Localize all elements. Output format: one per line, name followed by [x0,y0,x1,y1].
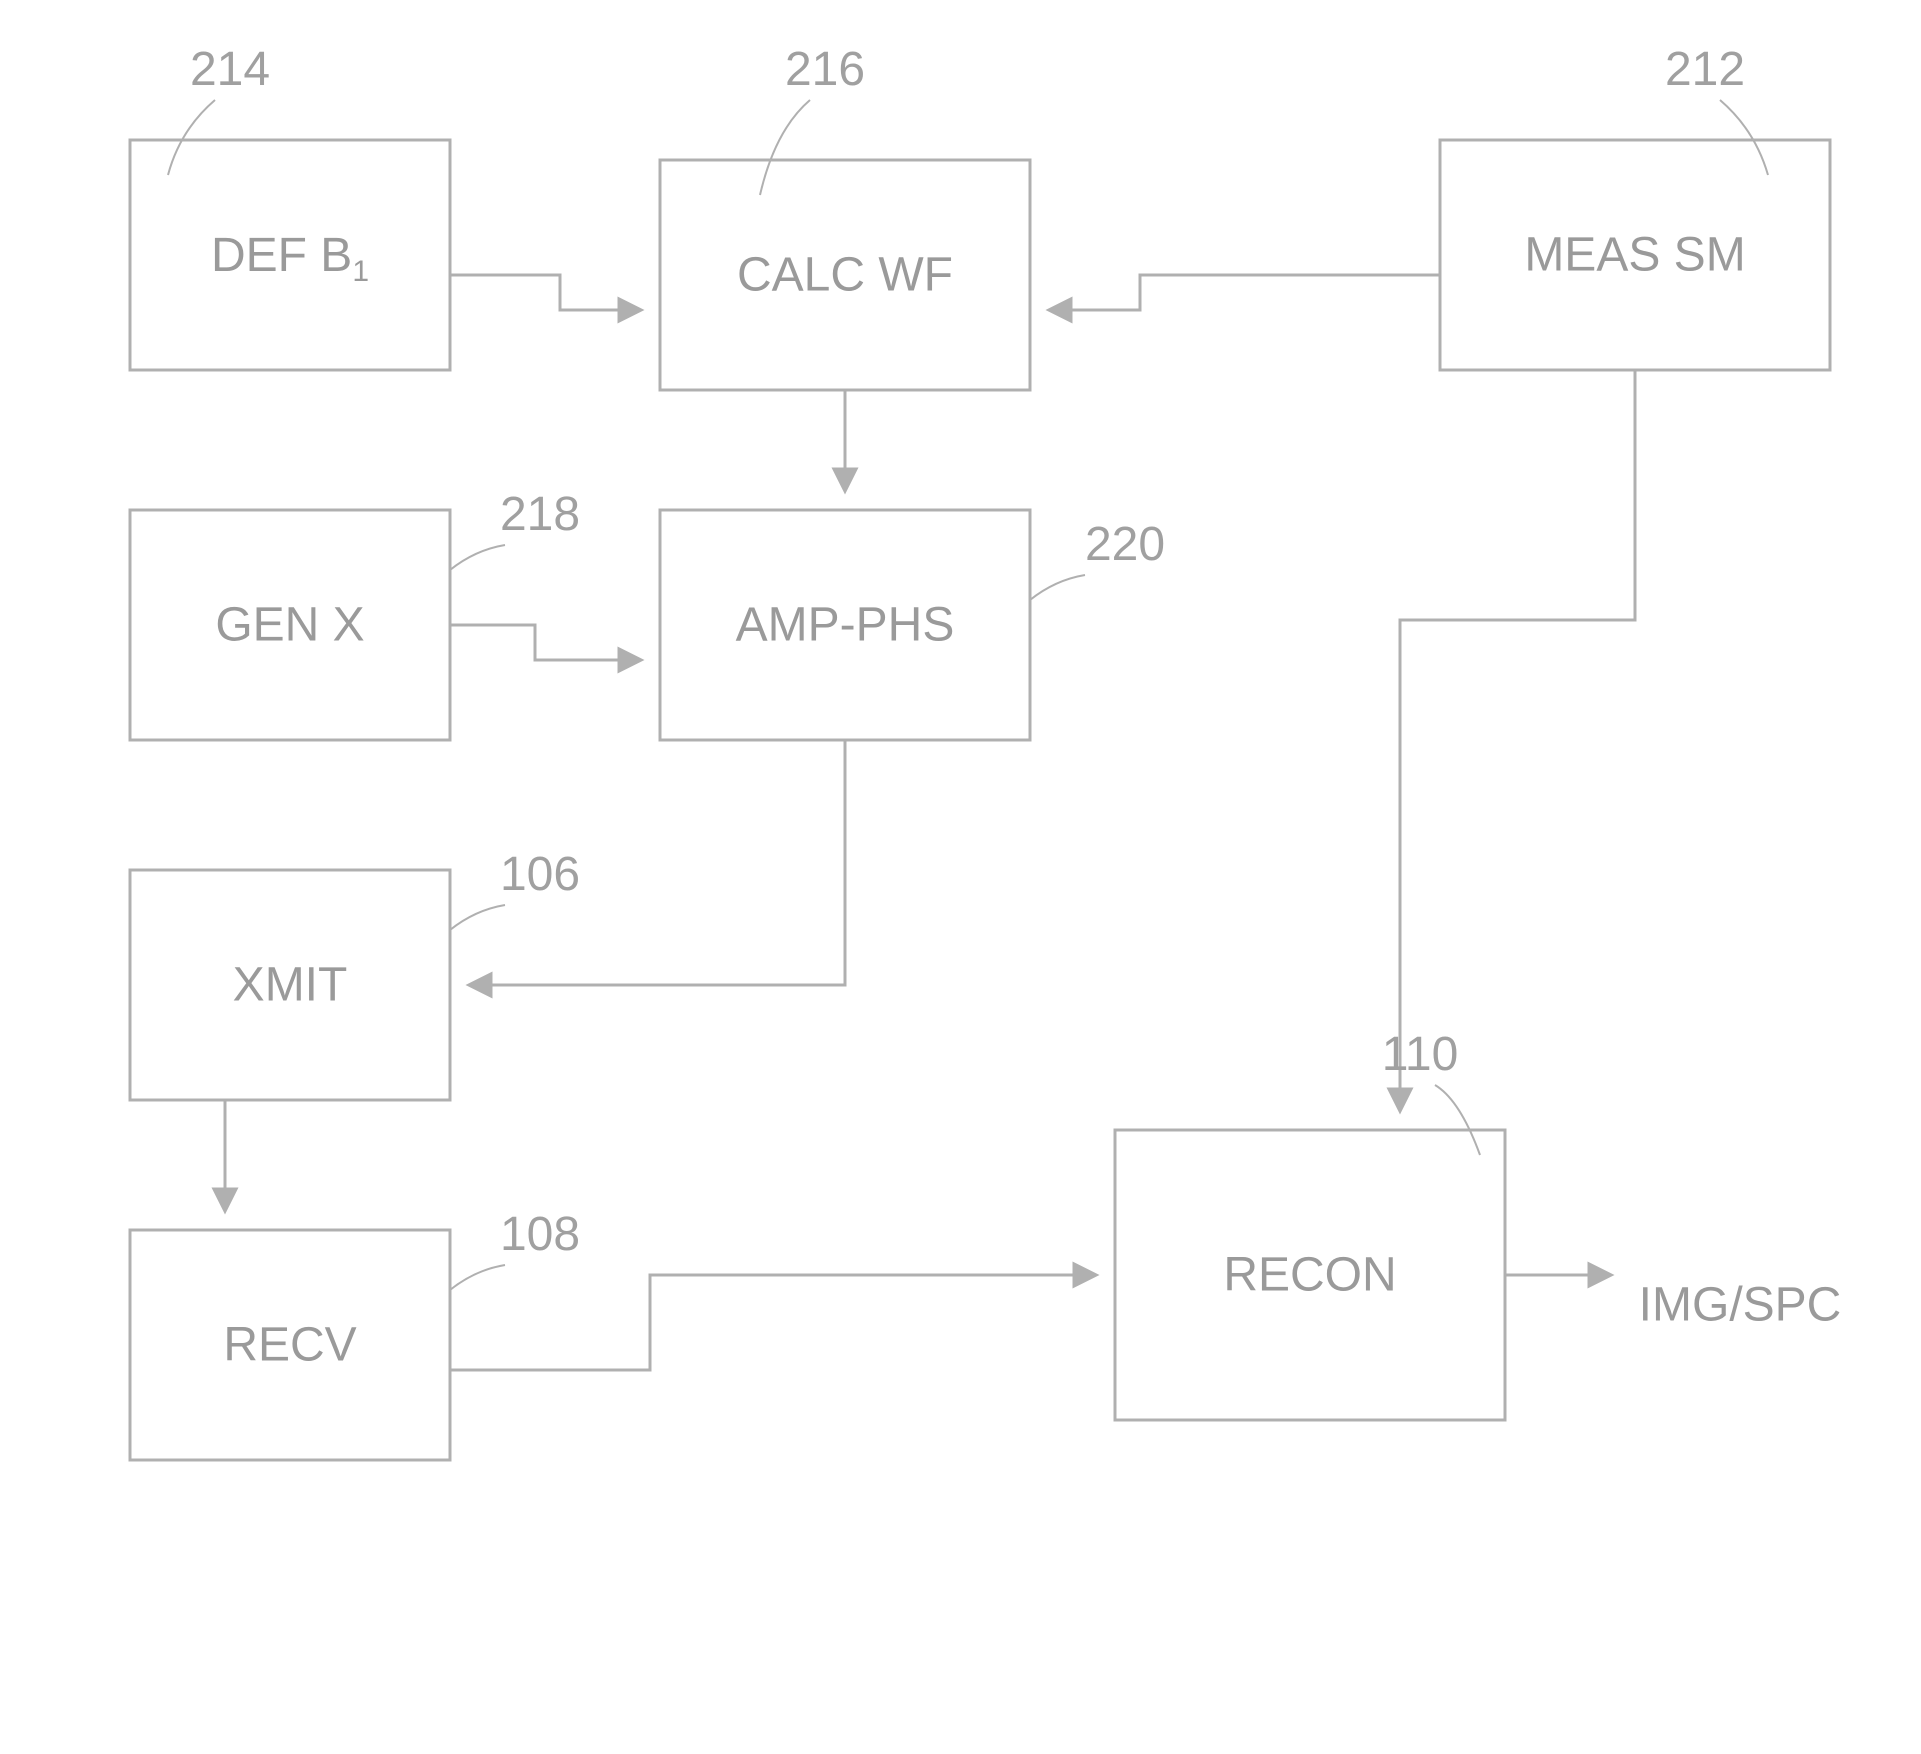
leader-ampphs [1030,575,1085,600]
edge-recv-recon [450,1275,1095,1370]
leader-genx [450,545,505,570]
leader-xmit [450,905,505,930]
label-defb1: DEF B1 [211,229,369,289]
ref-defb1: 214 [190,43,270,96]
label-meassm: MEAS SM [1524,229,1745,282]
edge-meassm-calcwf [1050,275,1440,310]
label-ampphs: AMP-PHS [736,599,955,652]
leader-recv [450,1265,505,1290]
edge-meassm-recon [1400,370,1635,1110]
ref-calcwf: 216 [785,43,865,96]
edge-defb1-calcwf [450,275,640,310]
ref-ampphs: 220 [1085,518,1165,571]
leader-meassm [1720,100,1768,175]
label-recv: RECV [223,1319,356,1372]
leader-calcwf [760,100,810,195]
ref-meassm: 212 [1665,43,1745,96]
label-recon: RECON [1223,1249,1396,1302]
ref-recv: 108 [500,1208,580,1261]
leader-defb1 [168,100,215,175]
flow-diagram: 214 DEF B1 216 CALC WF 212 MEAS SM 218 GEN X 220… [0,0,1921,1754]
label-calcwf: CALC WF [737,249,953,302]
ref-recon: 110 [1382,1028,1459,1081]
label-xmit: XMIT [233,959,348,1012]
ref-xmit: 106 [500,848,580,901]
output-label: IMG/SPC [1639,1279,1842,1332]
leader-recon [1435,1085,1480,1155]
label-genx: GEN X [215,599,364,652]
ref-genx: 218 [500,488,580,541]
edge-genx-ampphs [450,625,640,660]
